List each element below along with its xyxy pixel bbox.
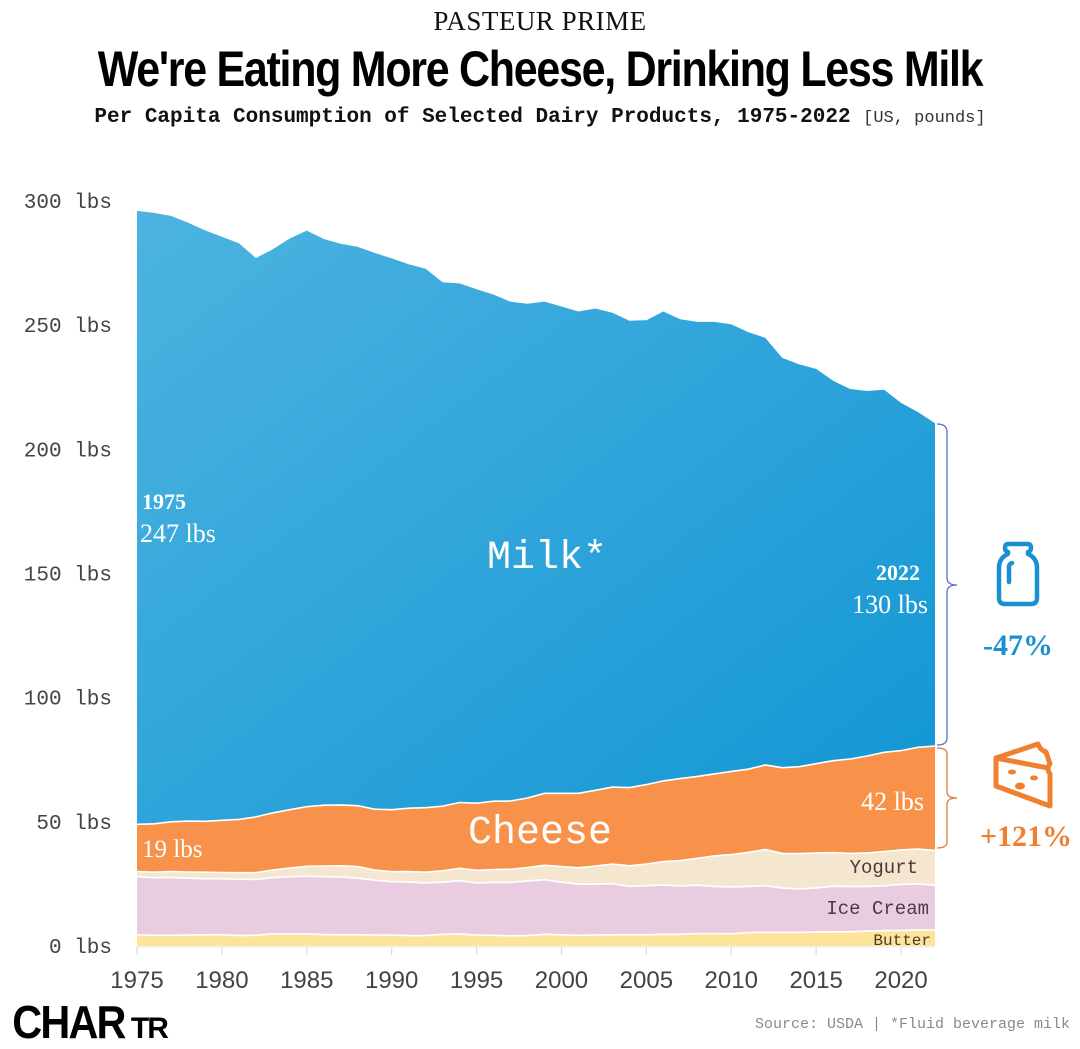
yogurt-series-label: Yogurt: [850, 857, 918, 879]
y-tick-label: 0 lbs: [49, 937, 112, 960]
y-tick-label: 100 lbs: [24, 689, 112, 712]
x-tick-label: 2010: [705, 967, 758, 994]
x-tick-label: 2020: [874, 967, 927, 994]
x-tick-label: 1985: [280, 967, 333, 994]
cheese-area: [137, 746, 935, 873]
milk-change-percent: -47%: [983, 629, 1053, 662]
y-tick-label: 150 lbs: [24, 565, 112, 588]
ice-cream-boundary-line: [136, 875, 936, 890]
x-tick-label: 1980: [195, 967, 248, 994]
start-milk-value: 247 lbs: [140, 519, 216, 548]
start-cheese-value: 19 lbs: [142, 836, 202, 863]
x-tick-label: 2015: [789, 967, 842, 994]
logo-big-text: CHAR: [12, 996, 126, 1048]
x-tick-label: 1995: [450, 967, 503, 994]
ice-cream-area: [137, 876, 935, 936]
chart-subtitle: Per Capita Consumption of Selected Dairy…: [0, 106, 1080, 129]
subtitle-text: Per Capita Consumption of Selected Dairy…: [94, 106, 851, 129]
y-tick-label: 300 lbs: [24, 192, 112, 215]
ice-cream-series-label: Ice Cream: [826, 898, 929, 920]
butter-boundary-line: [136, 929, 935, 937]
milk-change-bracket: [936, 423, 958, 746]
y-tick-label: 200 lbs: [24, 440, 112, 463]
series-labels: Milk* Cheese Yogurt Ice Cream Butter 197…: [140, 489, 931, 950]
end-year-label: 2022: [876, 560, 920, 585]
butter-series-label: Butter: [873, 932, 931, 950]
cheese-change-percent: +121%: [980, 820, 1072, 853]
cheese-boundary-line: [136, 745, 936, 826]
yogurt-area: [137, 849, 935, 889]
x-tick-label: 2000: [535, 967, 588, 994]
logo-small-text: TR: [130, 1012, 169, 1045]
y-tick-label: 250 lbs: [24, 316, 112, 339]
milk-bottle-icon: [996, 541, 1040, 607]
y-tick-label: 50 lbs: [36, 813, 112, 836]
x-tick-label: 1990: [365, 967, 418, 994]
milk-series-label: Milk*: [487, 536, 607, 581]
subtitle-units: [US, pounds]: [863, 109, 986, 128]
chartr-logo: CHAR TR: [6, 995, 169, 1049]
publisher-brand: PASTEUR PRIME: [433, 6, 647, 36]
chart-title: We're Eating More Cheese, Drinking Less …: [97, 41, 984, 97]
cheese-change-bracket: [936, 747, 958, 849]
yogurt-boundary-line: [136, 848, 936, 874]
start-year-label: 1975: [142, 489, 186, 514]
end-milk-value: 130 lbs: [852, 590, 928, 619]
cheese-wedge-icon: [993, 741, 1053, 809]
cheese-series-label: Cheese: [468, 811, 612, 856]
x-tick-label: 1975: [110, 967, 163, 994]
area-layers: [136, 210, 936, 946]
x-tick-label: 2005: [620, 967, 673, 994]
x-axis: 1975 1980 1985 1990 1995 2000 2005 2010 2015 2020: [110, 946, 935, 994]
source-note: Source: USDA | *Fluid beverage milk: [754, 1016, 1070, 1033]
milk-area: [137, 210, 935, 825]
end-cheese-value: 42 lbs: [861, 787, 924, 816]
y-axis: 0 lbs 50 lbs 100 lbs 150 lbs 200 lbs 250 lbs 3…: [24, 192, 112, 960]
